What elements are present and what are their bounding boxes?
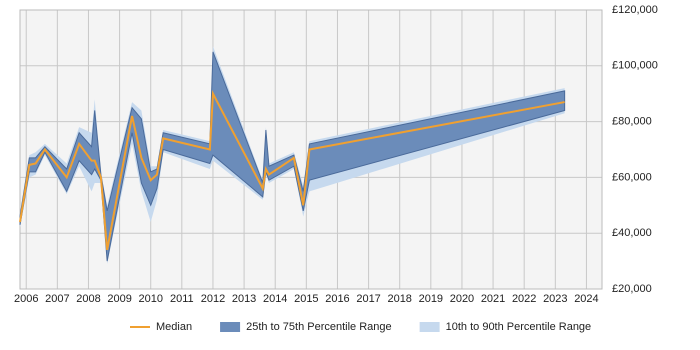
legend-label: 10th to 90th Percentile Range [446,321,592,333]
x-tick-label: 2024 [574,293,598,305]
y-tick-label: £20,000 [612,283,652,295]
legend: Median 25th to 75th Percentile Range 10th … [130,321,591,333]
x-tick-label: 2016 [325,293,349,305]
x-tick-label: 2007 [45,293,69,305]
legend-swatch [220,322,241,332]
marks [19,46,566,264]
x-tick-label: 2012 [201,293,225,305]
labels: £20,000 £40,000 £60,000 £80,000 £100,000 £120… [14,4,658,305]
legend-label: Median [156,321,192,333]
x-tick-label: 2017 [356,293,380,305]
x-tick-label: 2015 [294,293,318,305]
median-line [19,90,565,251]
x-tick-label: 2014 [263,293,287,305]
x-tick-label: 2009 [107,293,131,305]
x-tick-label: 2022 [512,293,536,305]
y-tick-label: £80,000 [612,116,652,128]
x-tick-label: 2019 [419,293,443,305]
legend-label: 25th to 75th Percentile Range [246,321,392,333]
x-tick-label: 2011 [170,293,194,305]
x-tick-label: 2020 [450,293,474,305]
x-tick-label: 2013 [232,293,256,305]
x-tick-label: 2008 [76,293,100,305]
plot-border [19,9,603,290]
x-tick-label: 2023 [543,293,567,305]
x-tick-label: 2018 [387,293,411,305]
y-tick-label: £120,000 [612,4,658,16]
x-tick-label: 2010 [138,293,162,305]
legend-swatch [419,322,440,332]
y-tick-label: £100,000 [612,60,658,72]
x-tick-label: 2006 [14,293,38,305]
x-tick-label: 2021 [481,293,505,305]
y-tick-label: £60,000 [612,171,652,183]
y-tick-label: £40,000 [612,227,652,239]
percentile-band [20,46,565,264]
